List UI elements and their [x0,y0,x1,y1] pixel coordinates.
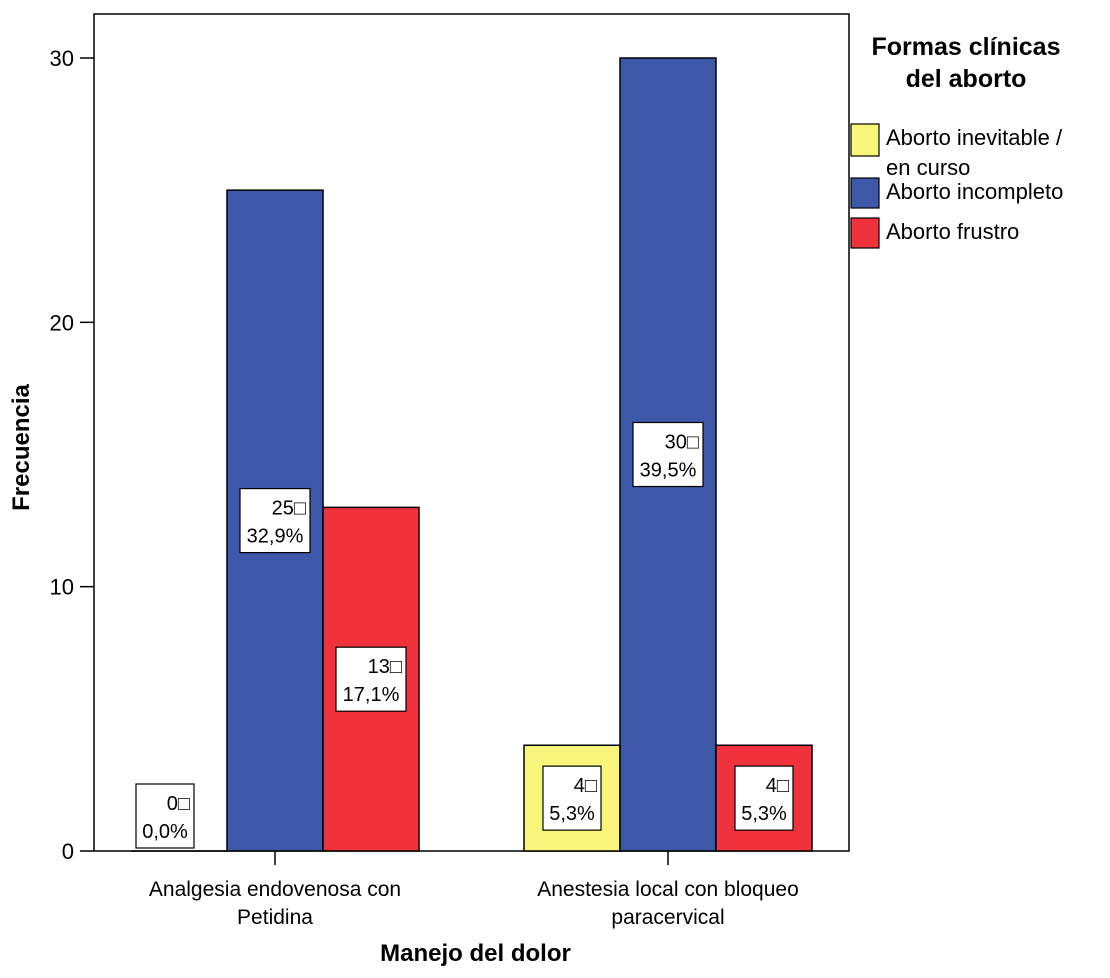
x-axis-title: Manejo del dolor [380,940,571,967]
legend-title: del aborto [906,65,1027,93]
data-label-box [335,646,407,712]
y-tick-label: 10 [50,575,74,600]
legend-label: Aborto incompleto [886,179,1063,204]
legend-label: Aborto frustro [886,219,1019,244]
y-tick-label: 0 [62,839,74,864]
data-label-percent: 39,5% [640,460,697,482]
y-tick-label: 20 [50,310,74,335]
legend-swatch [850,177,880,209]
data-label-count: 13□ [368,656,402,678]
data-label-percent: 0,0% [142,821,188,843]
legend-swatch [850,123,880,157]
data-label-box [239,487,311,554]
data-label-count: 30□ [665,432,699,454]
legend-label: Aborto inevitable / [886,125,1063,150]
plot-area: 0 10 20 30 0□ 0,0% 25□ 32,9% 13□ 17,1% Analgesia e… [8,13,850,967]
data-label-count: 25□ [272,498,306,520]
data-label-count: 4□ [574,775,597,797]
data-label-percent: 5,3% [549,803,595,825]
data-label-percent: 17,1% [343,684,400,706]
x-tick-label: Analgesia endovenosa con [149,878,401,901]
legend-label: en curso [886,155,970,180]
y-axis-title: Frecuencia [8,383,35,510]
x-tick-label: Petidina [237,906,313,929]
data-label-count: 0□ [167,793,190,815]
plot-frame [93,13,850,852]
data-label-box [542,765,602,831]
data-label-percent: 32,9% [247,526,304,548]
data-label-box [734,765,794,831]
y-tick-label: 30 [50,46,74,71]
data-label-count: 4□ [766,775,789,797]
x-tick-label: paracervical [611,906,724,929]
legend-swatch [850,217,880,249]
legend: Formas clínicas del aborto Aborto inevitab… [850,33,1063,249]
data-label-box [135,783,195,849]
x-tick-label: Anestesia local con bloqueo [537,878,799,901]
data-label-percent: 5,3% [741,803,787,825]
data-label-box [632,421,704,488]
legend-title: Formas clínicas [872,33,1061,61]
